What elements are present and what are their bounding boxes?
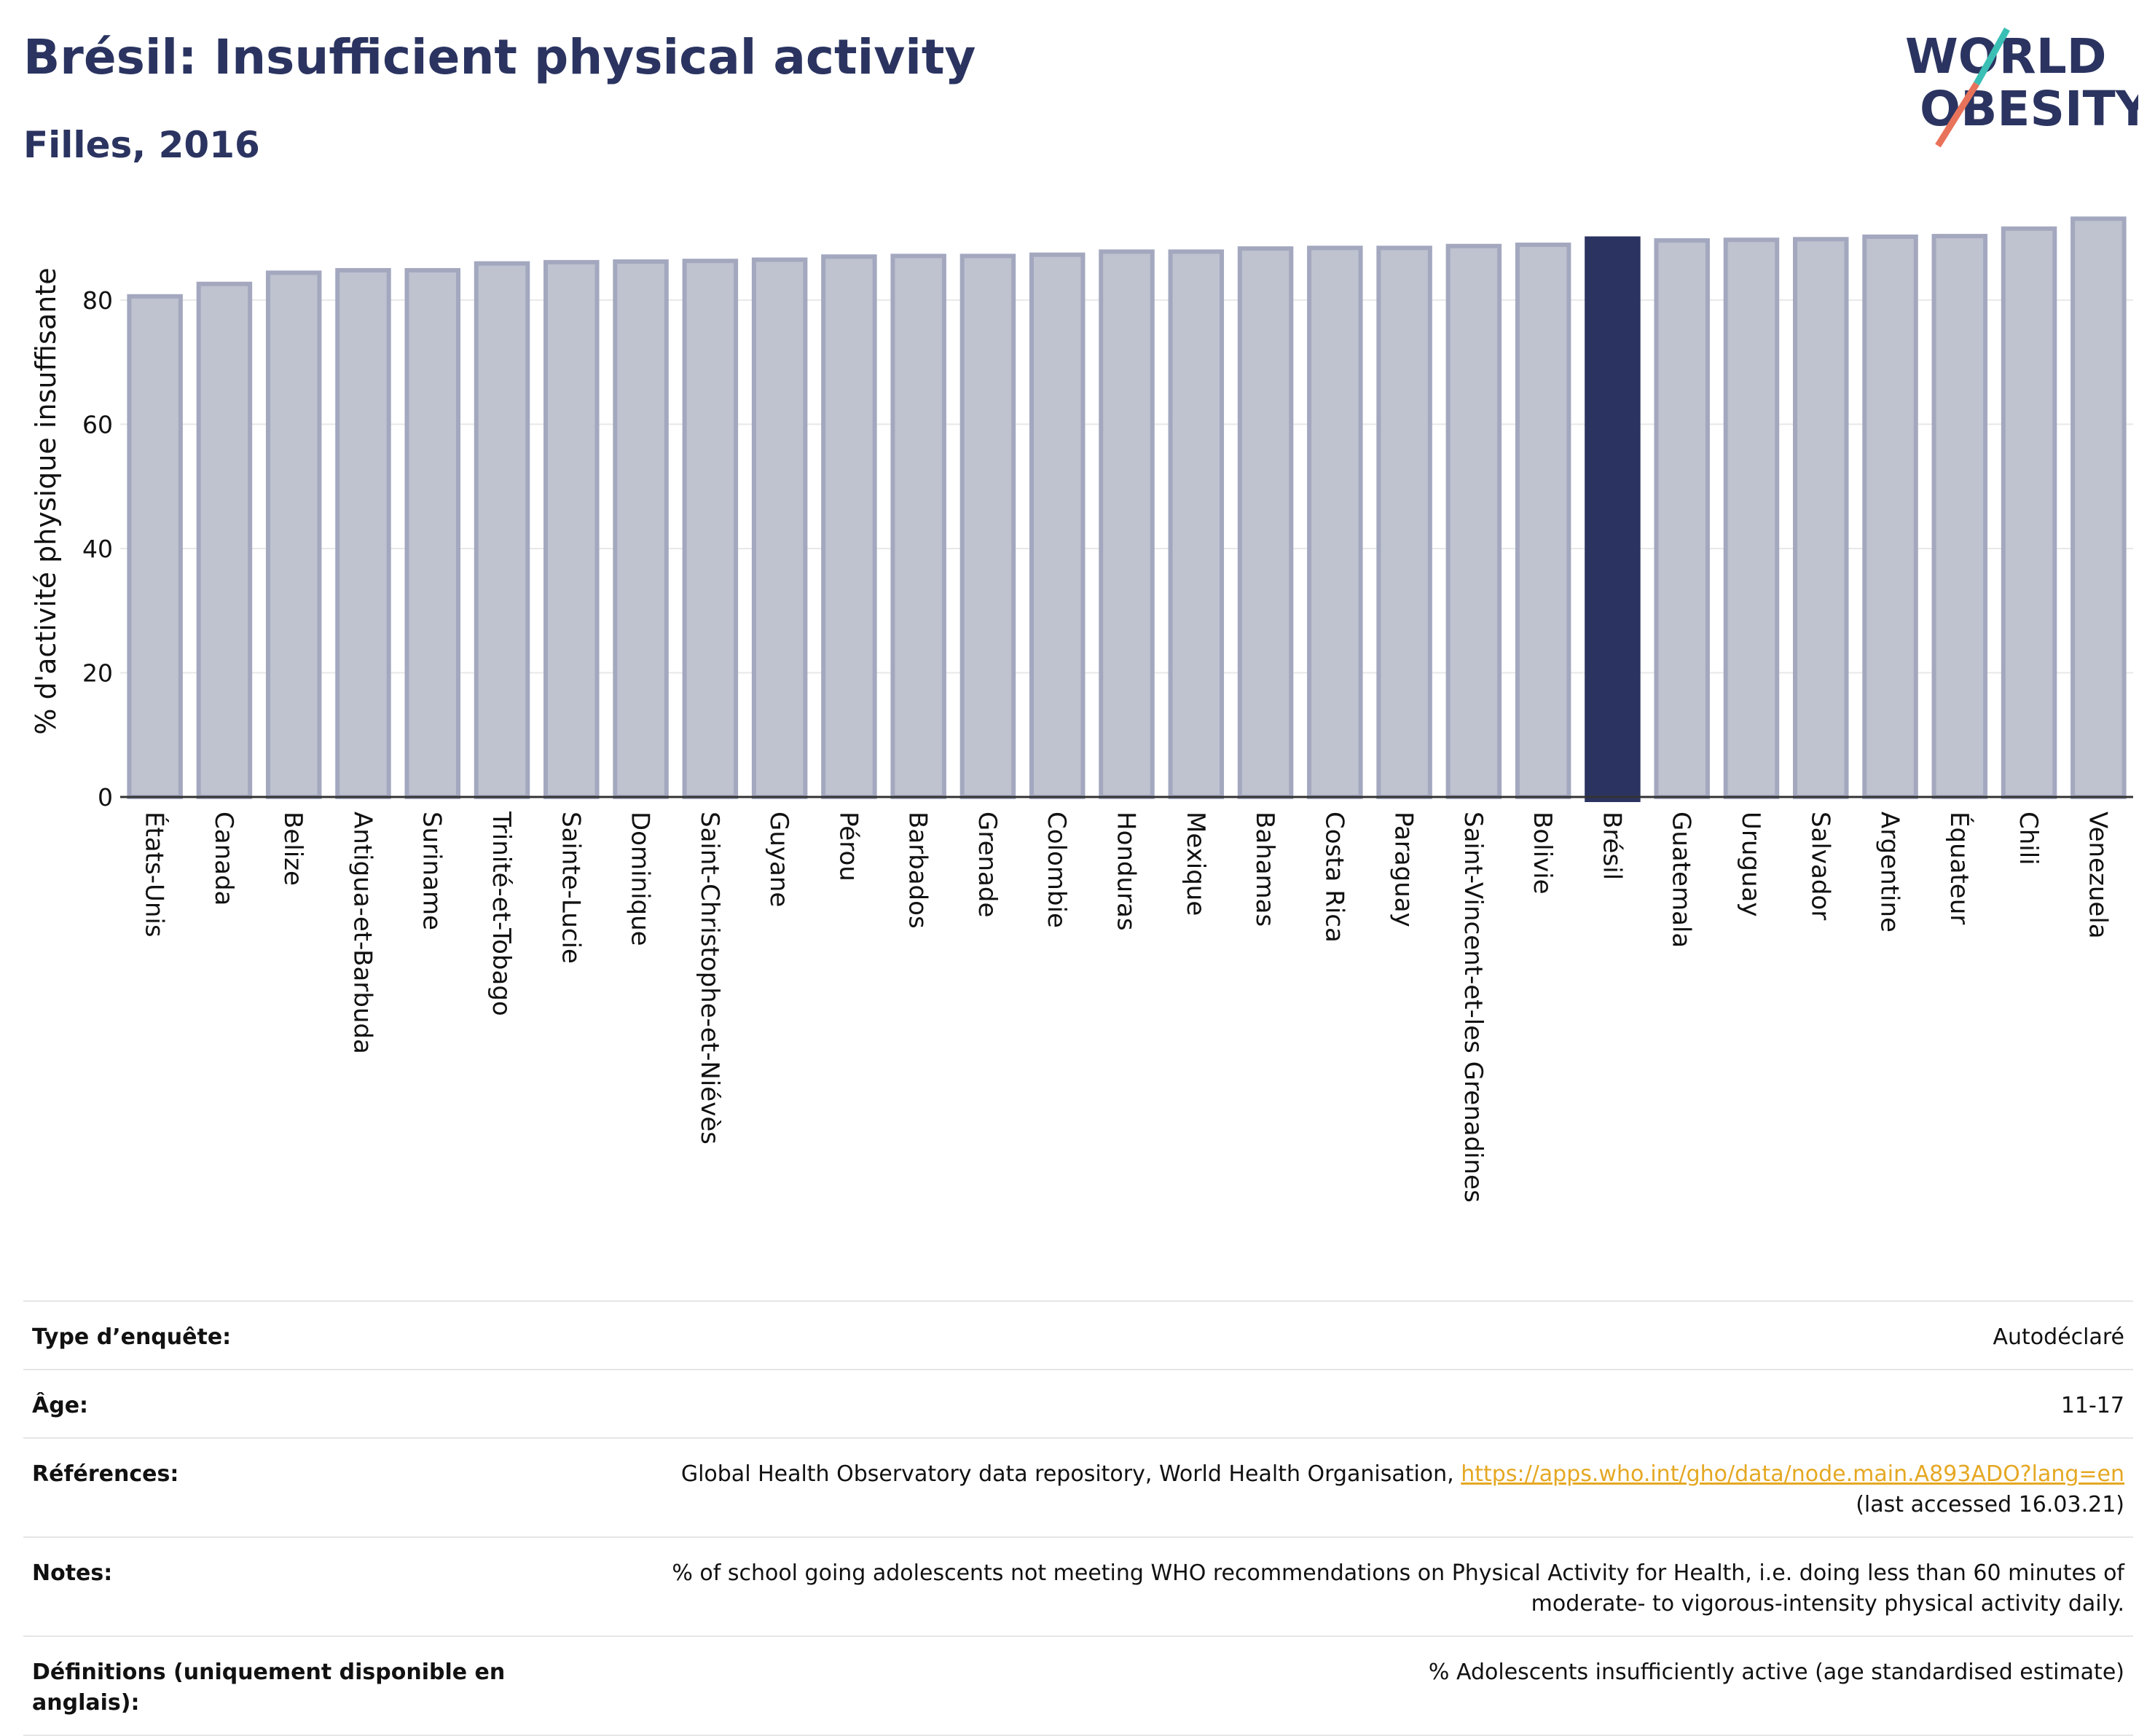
bar-sainte-lucie [543,259,600,799]
bar-canada [196,281,253,799]
notes-text: % of school going adolescents not meetin… [672,1560,2124,1586]
bar-barbados [890,254,946,799]
x-tick-label: Brésil [1597,812,1626,880]
chart-title: Brésil: Insufficient physical activity [23,29,976,85]
bar-colombie [1029,252,1086,799]
x-tick-label: Mexique [1181,812,1210,916]
x-tick-label: Bolivie [1528,812,1557,895]
bar-belize [265,270,322,799]
info-value: 11-17 [2060,1393,2124,1418]
bar--quateur [1931,234,1988,800]
x-tick-label: Paraguay [1389,812,1418,927]
info-key: Type d’enquête: [32,1324,232,1350]
bar--tats-unis [127,294,183,800]
bar-suriname [404,267,460,799]
x-tick-label: Guatemala [1667,812,1696,948]
y-axis-label: % d'activité physique insuffisante [30,267,62,734]
x-tick-label: Antigua-et-Barbuda [348,812,377,1054]
bar-p-rou [821,254,877,800]
info-key: Références: [32,1461,179,1487]
bar-mexique [1168,249,1225,800]
bar-guatemala [1654,238,1710,799]
bar-chili [2001,226,2057,800]
info-row-age: Âge: 11-17 [23,1370,2133,1439]
bar-bolivie [1515,243,1571,800]
bar-dominique [613,259,669,800]
x-tick-label: Uruguay [1736,812,1765,917]
x-tick-label: Dominique [626,812,655,946]
info-row-survey-type: Type d’enquête: Autodéclaré [23,1302,2133,1370]
x-tick-label: Saint-Vincent-et-les Grenadines [1459,812,1488,1203]
x-tick-label: Chili [2014,812,2043,865]
bar-argentine [1862,234,1918,799]
x-tick-label: Guyane [764,812,793,907]
y-tick-label: 0 [98,783,113,812]
x-tick-label: Argentine [1875,812,1904,932]
x-tick-label: Venezuela [2083,812,2112,939]
y-tick-label: 60 [82,410,113,439]
bar-honduras [1099,249,1155,800]
info-key: Notes: [32,1560,113,1586]
info-value: % Adolescents insufficiently active (age… [1428,1660,2124,1685]
x-tick-label: Pérou [833,812,863,881]
x-tick-label: Sainte-Lucie [556,812,585,964]
bar-grenade [959,254,1016,799]
bar-guyane [751,257,808,799]
logo-slash-red [1935,82,1979,148]
x-tick-label: Saint-Christophe-et-Niévès [695,812,724,1144]
reference-text: Global Health Observatory data repositor… [680,1461,1454,1487]
x-tick-label: Grenade [973,812,1002,917]
y-tick-label: 40 [82,535,113,563]
x-tick-label: États-Unis [140,812,170,938]
x-tick-label: Honduras [1112,812,1141,931]
y-tick-label: 20 [82,659,113,687]
bar-trinit-et-tobago [474,261,530,799]
x-tick-label: Barbados [903,812,933,929]
bar-salvador [1793,237,1849,799]
info-row-notes: Notes: % of school going adolescents not… [23,1538,2133,1637]
x-tick-label: Belize [278,812,307,886]
info-table: Type d’enquête: Autodéclaré Âge: 11-17 R… [23,1300,2133,1736]
y-axis: 0 20 40 60 80 [82,286,113,812]
bar-paraguay [1376,246,1432,800]
bar-venezuela [2070,216,2127,799]
reference-link[interactable]: https://apps.who.int/gho/data/node.main.… [1461,1461,2124,1487]
x-tick-label: Canada [209,812,238,906]
notes-text-cont: moderate- to vigorous-intensity physical… [1531,1591,2124,1617]
x-axis: États-Unis Canada Belize Antigua-et-Barbuda… [120,796,2133,1203]
x-tick-label: Suriname [417,812,447,930]
x-tick-label: Colombie [1042,812,1071,928]
reference-accessed: (last accessed 16.03.21) [1856,1492,2124,1517]
bar-bahamas [1237,246,1294,799]
info-key: Âge: [32,1393,89,1418]
x-tick-label: Équateur [1944,812,1974,924]
x-tick-label: Costa Rica [1319,812,1349,943]
info-key: Définitions (uniquement disponible en an… [32,1660,506,1716]
bar-saint-christophe-et-ni-v-s [682,259,739,799]
world-obesity-logo: WORLD OBESITY [1905,27,2138,148]
logo-text-obesity: OBESITY [1920,81,2138,137]
chart-subtitle: Filles, 2016 [23,124,260,166]
bar-antigua-et-barbuda [335,267,391,799]
info-value: Global Health Observatory data repositor… [594,1459,2124,1520]
x-tick-label: Trinité-et-Tobago [487,811,516,1016]
bar-uruguay [1723,237,1780,800]
info-value: % of school going adolescents not meetin… [594,1558,2124,1619]
bar-chart: États-Unis Canada Belize Antigua-et-Barbuda… [30,216,2133,1203]
info-value: Autodéclaré [1993,1324,2125,1350]
bar-layer [127,216,2127,803]
bar-costa-rica [1307,246,1363,800]
x-tick-label: Salvador [1805,812,1834,920]
info-row-definitions: Définitions (uniquement disponible en an… [23,1637,2133,1736]
y-tick-label: 80 [82,286,113,315]
logo-slash-teal [1974,27,2010,86]
info-row-references: Références: Global Health Observatory da… [23,1439,2133,1538]
bar-br-sil [1585,236,1641,803]
x-tick-label: Bahamas [1250,812,1279,927]
bar-saint-vincent-et-les-grenadines [1445,243,1502,800]
